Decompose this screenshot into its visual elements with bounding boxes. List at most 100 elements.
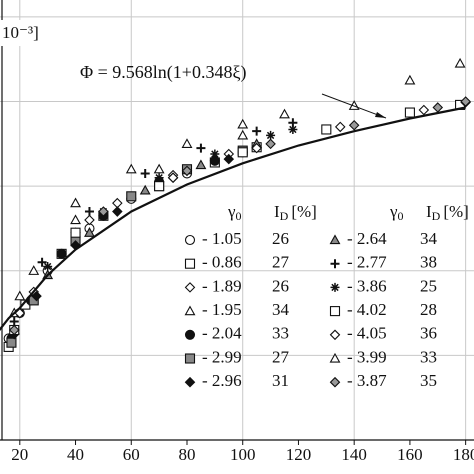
legend-id: 34	[272, 300, 290, 319]
legend-header-id-unit: [%]	[443, 202, 468, 221]
legend-header-gamma-sub: 0	[398, 209, 404, 223]
legend-header: γ0	[389, 202, 404, 223]
legend-header-gamma: γ	[227, 202, 236, 221]
x-tick-label: 100	[230, 445, 256, 464]
marker	[14, 290, 26, 301]
marker	[404, 107, 415, 118]
x-tick-label: 60	[123, 445, 140, 464]
marker	[321, 124, 332, 135]
legend-id: 35	[420, 371, 437, 390]
marker	[404, 74, 416, 85]
marker	[251, 142, 262, 154]
legend-label: - 1.89	[202, 276, 242, 295]
marker	[329, 306, 341, 317]
legend-id: 33	[272, 324, 289, 343]
marker	[329, 352, 341, 363]
marker	[181, 138, 193, 148]
x-tick-label: 80	[178, 445, 195, 464]
legend-label: - 2.96	[202, 371, 242, 390]
legend-header-id-sub: D	[432, 209, 441, 223]
marker	[126, 191, 137, 202]
legend-id: 26	[272, 276, 289, 295]
marker	[84, 214, 95, 226]
legend-id: 33	[420, 347, 437, 366]
marker	[330, 282, 340, 292]
marker	[70, 214, 81, 225]
legend-header-id: I	[274, 202, 280, 221]
marker	[167, 172, 179, 183]
marker	[252, 126, 262, 136]
marker	[181, 165, 193, 177]
marker	[184, 305, 196, 316]
marker	[70, 197, 81, 208]
legend-header-gamma: γ	[389, 202, 398, 221]
legend-label: - 3.86	[347, 276, 387, 295]
marker	[70, 227, 81, 238]
x-tick-label: 180	[453, 445, 474, 464]
legend-header: γ0	[227, 202, 242, 223]
marker	[184, 258, 196, 269]
marker	[28, 265, 40, 275]
legend-label: - 4.05	[347, 324, 387, 343]
legend-label: - 2.64	[347, 229, 387, 248]
marker	[288, 124, 298, 134]
x-tick-label: 20	[11, 445, 28, 464]
legend-label: - 2.77	[347, 253, 387, 272]
legend-id: 38	[420, 253, 437, 272]
marker	[6, 337, 17, 348]
marker	[43, 262, 53, 272]
legend-label: - 1.95	[202, 300, 242, 319]
marker	[329, 376, 341, 388]
marker	[210, 149, 220, 159]
marker	[196, 143, 206, 153]
marker	[223, 153, 235, 165]
x-tick-label: 160	[397, 445, 423, 464]
marker	[330, 259, 340, 269]
fit-line	[0, 106, 466, 332]
marker	[140, 168, 150, 178]
marker	[348, 119, 360, 131]
marker	[154, 173, 164, 183]
marker	[460, 96, 471, 107]
marker	[125, 163, 137, 174]
marker	[279, 108, 290, 119]
marker	[184, 376, 196, 388]
marker	[84, 207, 94, 217]
legend-header: ID [%]	[274, 202, 317, 223]
legend-label: - 3.99	[347, 347, 387, 366]
label-bg	[0, 20, 42, 46]
marker	[112, 206, 123, 217]
legend-id: 31	[272, 371, 289, 390]
marker	[418, 104, 430, 116]
legend-label: - 3.87	[347, 371, 387, 390]
marker	[56, 248, 67, 259]
x-tick-label: 40	[67, 445, 84, 464]
legend-label: - 4.02	[347, 300, 387, 319]
marker	[153, 163, 165, 174]
legend-id: 36	[420, 324, 437, 343]
marker	[237, 118, 249, 129]
marker	[31, 290, 42, 302]
marker	[237, 129, 249, 140]
legend-id: 26	[272, 229, 289, 248]
legend-header-id-unit: [%]	[291, 202, 316, 221]
marker	[8, 324, 20, 336]
x-tick-label: 140	[341, 445, 367, 464]
legend-id: 27	[272, 347, 290, 366]
legend-label: - 1.05	[202, 229, 242, 248]
marker	[98, 206, 109, 217]
legend-header-gamma-sub: 0	[236, 209, 242, 223]
marker	[154, 181, 165, 192]
marker	[84, 227, 95, 237]
marker	[266, 130, 276, 140]
legend-header-id-sub: D	[280, 209, 289, 223]
marker	[9, 317, 19, 327]
marker	[184, 234, 196, 246]
annotation-arrowhead	[375, 112, 386, 118]
legend-header-id: I	[426, 202, 432, 221]
marker	[265, 138, 276, 150]
legend-id: 28	[420, 300, 437, 319]
annotation-arrow	[321, 93, 387, 119]
marker	[184, 329, 196, 340]
